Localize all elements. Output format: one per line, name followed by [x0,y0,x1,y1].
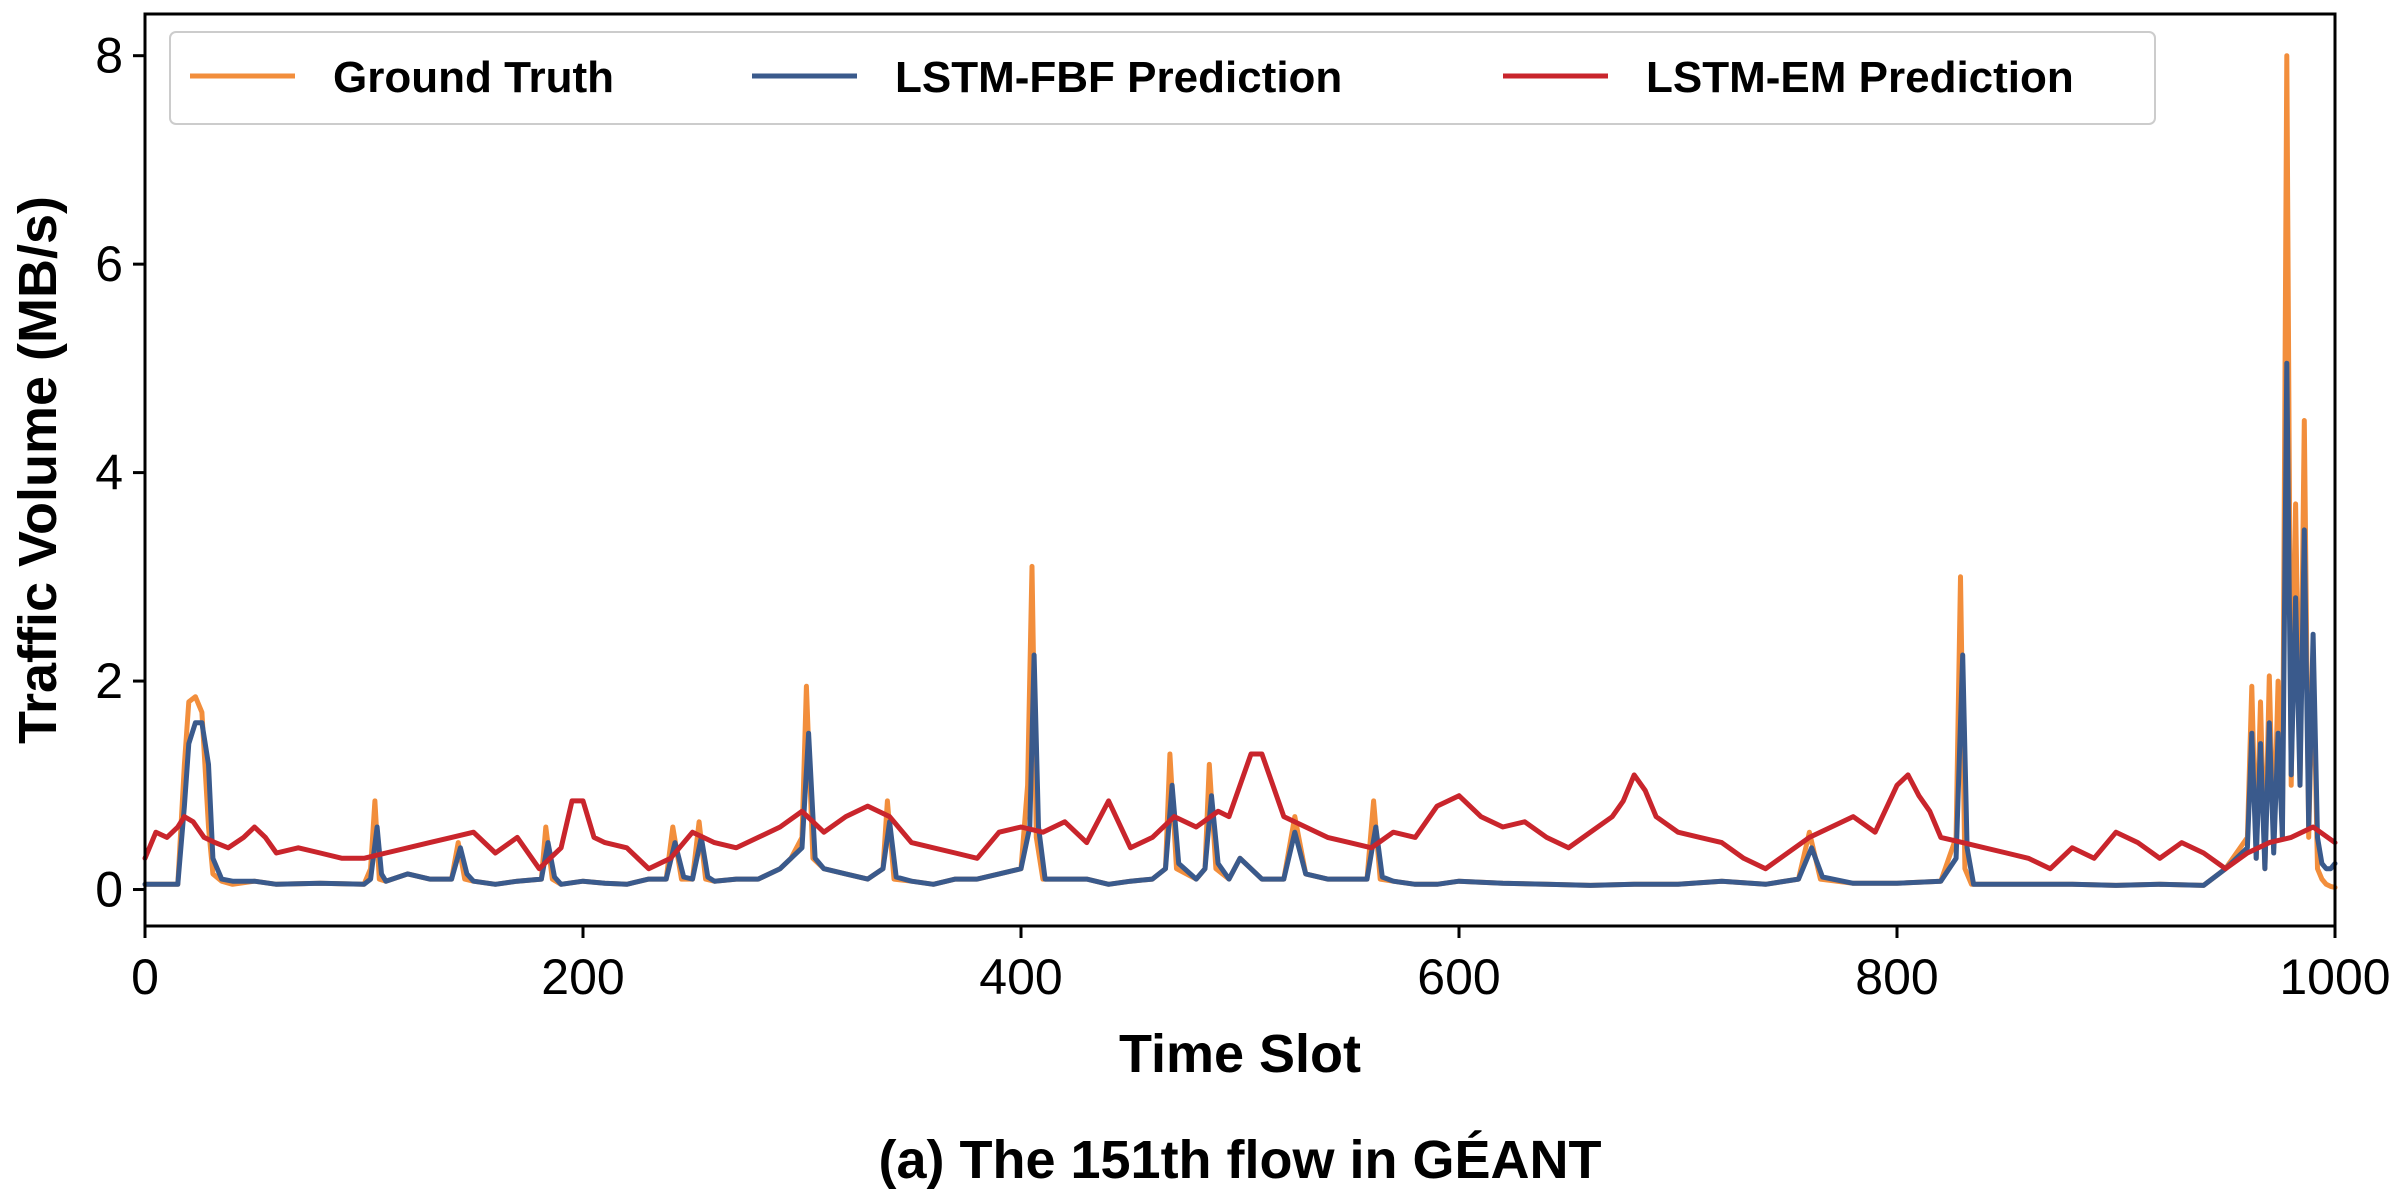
y-tick-label: 4 [95,445,123,501]
x-axis-label: Time Slot [1119,1024,1361,1084]
series-line-lstm-em-prediction [142,751,2338,872]
legend-label-lstm-fbf: LSTM-FBF Prediction [895,53,1342,102]
series-layer [142,53,2338,890]
x-tick-label: 600 [1417,949,1500,1005]
plot-area-frame [143,12,2337,928]
series-line-ground-truth [142,53,2338,890]
x-tick-label: 800 [1855,949,1938,1005]
x-tick-label: 0 [131,949,159,1005]
x-tick-label: 400 [979,949,1062,1005]
y-tick-label: 6 [95,236,123,292]
y-tick-label: 2 [95,653,123,709]
x-axis: 0 200 400 600 800 1000 [131,926,2391,1005]
y-tick-label: 8 [95,28,123,84]
y-axis-label: Traffic Volume (MB/s) [8,196,68,744]
x-tick-label: 200 [541,949,624,1005]
x-tick-label: 1000 [2279,949,2390,1005]
legend-box [169,31,2156,125]
series-line-lstm-fbf-prediction [142,360,2338,888]
y-tick-label: 0 [95,862,123,918]
figure-caption: (a) The 151th flow in GÉANT [878,1130,1601,1190]
y-axis: 0 2 4 6 8 [95,28,145,918]
legend-label-ground-truth: Ground Truth [333,53,614,102]
legend-label-lstm-em: LSTM-EM Prediction [1646,53,2074,102]
legend: Ground Truth LSTM-FBF Prediction LSTM-EM… [169,31,2156,125]
